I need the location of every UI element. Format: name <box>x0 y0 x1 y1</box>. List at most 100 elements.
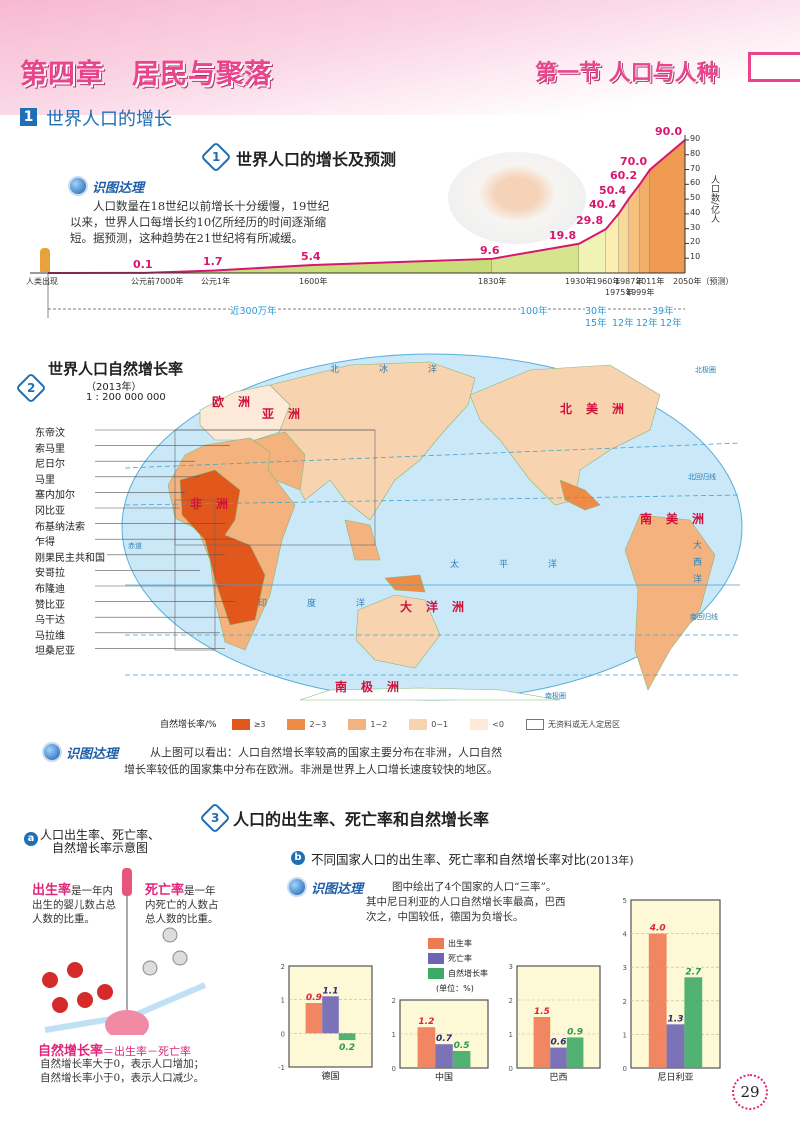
legend-label: 2~3 <box>309 720 327 729</box>
seesaw-fulcrum <box>105 1010 149 1035</box>
badge-a: a <box>24 832 38 846</box>
bar-birth <box>648 933 667 1068</box>
figure-number: 3 <box>210 810 220 825</box>
fig3b-title: 不同国家人口的出生率、死亡率和自然增长率对比(2013年) <box>311 849 634 868</box>
data-label: 19.8 <box>549 228 577 242</box>
x-axis-label: 人类出现 <box>26 277 58 286</box>
figure-1-title: 世界人口的增长及预测 <box>236 150 397 169</box>
callout-box <box>174 499 216 651</box>
y-tick-label: 1 <box>623 1031 627 1039</box>
y-tick-label: 40 <box>690 207 701 217</box>
tip-line: 人口数量在18世纪以前增长十分缓慢，19世纪 <box>70 199 330 213</box>
legend-label: 1~2 <box>370 720 388 729</box>
tip-box-3: 识图达理 <box>287 877 363 897</box>
country-label: 冈比亚 <box>35 502 67 517</box>
bar-legend: 出生率 死亡率 自然增长率 (单位：%) <box>428 936 488 996</box>
legend-swatch <box>428 953 444 964</box>
ocean-label: 太平洋 <box>450 560 598 570</box>
map-title: 世界人口自然增长率 <box>48 360 184 378</box>
title-line: 人口出生率、死亡率、 <box>40 828 161 842</box>
legend-item: 无资料或无人定居区 <box>525 719 620 730</box>
country-label: 乌干达 <box>35 611 67 627</box>
bar-value-label: 0.9 <box>306 993 322 1003</box>
human-figure-icon <box>40 248 50 272</box>
legend-label: 自然增长率 <box>448 969 488 978</box>
tip-label: 识图达理 <box>92 180 145 196</box>
x-axis-label: 公元1年 <box>201 277 231 286</box>
fig3b-year: (2013年) <box>586 854 634 867</box>
y-axis-label: 人口数/亿人 <box>709 175 719 224</box>
natural-growth-formula: 自然增长率＝出生率－死亡率 <box>38 1040 191 1059</box>
y-tick-label: 0 <box>281 1030 285 1038</box>
continent-label: 北美洲 <box>560 402 639 416</box>
bar-natural <box>566 1037 584 1068</box>
badge-b: b <box>291 851 305 865</box>
globe-icon <box>68 176 88 196</box>
bar-birth <box>305 1003 323 1034</box>
bar-value-label: 0.2 <box>339 1043 355 1053</box>
x-axis-label: 1975年 <box>605 288 634 297</box>
y-tick-label: 90 <box>690 134 701 143</box>
globe-icon <box>287 877 307 897</box>
continent-label: 南极洲 <box>335 680 414 694</box>
y-tick-label: 3 <box>623 964 627 972</box>
death-rate-term: 死亡率 <box>145 883 185 898</box>
fig1-tip-text: 人口数量在18世纪以前增长十分缓慢，19世纪 以来，世界人口每增长约10亿所经历… <box>70 198 360 246</box>
legend-item-natural: 自然增长率 <box>428 966 488 981</box>
country-label: 刚果民主共和国 <box>35 548 107 564</box>
tip-line: 从上图可以看出：人口自然增长率较高的国家主要分布在非洲，人口自然 <box>150 746 502 759</box>
landmass-southeast-asia <box>344 519 381 561</box>
growth-notes: 自然增长率大于0，表示人口增加； 自然增长率小于0，表示人口减少。 <box>40 1057 204 1085</box>
interval-label: 12年 <box>636 318 658 329</box>
landmass-new-guinea <box>384 574 426 593</box>
bar-natural <box>684 977 703 1068</box>
data-label: 60.2 <box>610 169 638 183</box>
area-segment <box>579 228 606 273</box>
landmass-central-america <box>559 479 601 511</box>
latitude-label: 北回归线 <box>688 473 716 481</box>
legend-swatch <box>348 719 367 730</box>
legend-swatch <box>428 968 444 979</box>
data-label: 40.4 <box>589 198 617 212</box>
globe-icon <box>42 742 62 762</box>
bar-natural <box>452 1051 471 1068</box>
bar-natural <box>338 1033 356 1041</box>
bar-value-label: 0.9 <box>567 1027 583 1037</box>
legend-label: 死亡率 <box>448 954 472 963</box>
country-label: 坦桑尼亚 <box>35 642 77 658</box>
y-tick-label: 2 <box>623 998 627 1006</box>
data-label: 1.7 <box>203 255 223 269</box>
x-axis-label: 公元前7000年 <box>131 277 184 286</box>
bar-value-label: 1.1 <box>323 986 339 996</box>
y-tick-label: -1 <box>278 1064 285 1072</box>
data-label: 90.0 <box>655 125 683 138</box>
y-tick-label: 0 <box>392 1065 396 1073</box>
baby-photo <box>448 152 586 244</box>
legend-item: ≥3 <box>231 719 265 730</box>
def-line: 出生的婴儿数占总 <box>32 899 116 911</box>
bar-value-label: 1.2 <box>418 1017 434 1027</box>
interval-label: 100年 <box>520 303 548 317</box>
area-segment <box>650 140 685 273</box>
tip-line: 其中尼日利亚的人口自然增长率最高，巴西 <box>366 896 566 908</box>
y-tick-label: 2 <box>281 963 285 971</box>
area-segment <box>629 184 640 273</box>
x-axis-label: 2011年 <box>636 277 665 286</box>
data-label: 0.1 <box>133 257 153 271</box>
country-label: 尼日尔 <box>35 455 67 471</box>
title-line: 自然增长率示意图 <box>52 841 149 855</box>
tip-line: 短。据预测，这种趋势在21世纪将有所减缓。 <box>70 231 304 245</box>
y-tick-label: 10 <box>690 252 701 262</box>
bar-value-label: 1.5 <box>534 1007 550 1017</box>
person-figure-icon <box>122 868 132 896</box>
area-segment <box>606 213 619 273</box>
tip-box-2: 识图达理 <box>42 742 118 762</box>
country-label: 布基纳法索 <box>35 517 87 533</box>
def-line: 内死亡的人数占 <box>145 899 219 911</box>
x-axis-label: 1999年 <box>626 288 655 297</box>
data-label: 70.0 <box>620 154 648 168</box>
interval-label: 30年 <box>585 303 607 317</box>
world-map <box>95 353 743 701</box>
legend-label: <0 <box>492 720 504 729</box>
def-line: 是一年内 <box>71 885 114 897</box>
